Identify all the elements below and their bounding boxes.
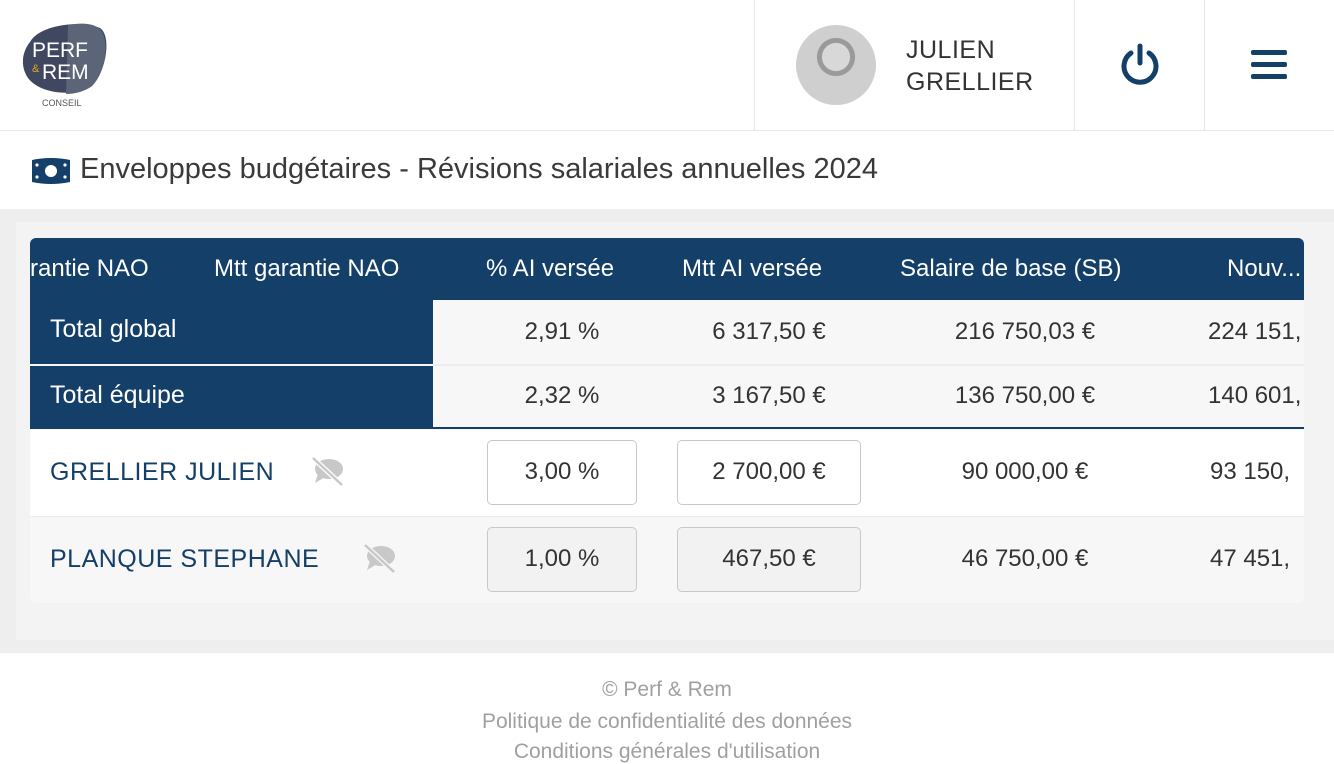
- title-bar: [0, 131, 1334, 209]
- total-sb: 136 750,00 €: [954, 382, 1096, 409]
- top-bar: [0, 0, 1334, 131]
- user-first-name: JULIEN: [906, 36, 996, 64]
- col-mtt-garantie-nao[interactable]: Mtt garantie NAO: [214, 255, 400, 282]
- pct-ai-input[interactable]: 3,00 %: [487, 440, 637, 505]
- mtt-ai-input[interactable]: 2 700,00 €: [677, 440, 861, 505]
- comment-slash-icon[interactable]: [362, 543, 398, 577]
- footer-copyright: © Perf & Rem: [602, 678, 732, 701]
- svg-text:REM: REM: [42, 61, 89, 84]
- divider: [754, 0, 755, 131]
- total-mtt-ai: 6 317,50 €: [712, 318, 826, 345]
- avatar[interactable]: [796, 25, 876, 105]
- svg-text:CONSEIL: CONSEIL: [42, 98, 82, 108]
- total-pct-ai: 2,91 %: [524, 318, 600, 345]
- salaire-base: 90 000,00 €: [961, 458, 1089, 485]
- total-nouv: 140 601,: [1208, 382, 1302, 409]
- divider: [1204, 0, 1205, 131]
- nouveau-salaire: 93 150,: [1210, 458, 1291, 485]
- table-row: GRELLIER JULIEN 3,00 % 2 700,00 € 90 000…: [30, 430, 1304, 517]
- total-label: Total équipe: [30, 366, 433, 428]
- pct-ai-input[interactable]: 1,00 %: [487, 527, 637, 592]
- total-sb: 216 750,03 €: [954, 318, 1096, 345]
- col-nouv[interactable]: Nouv...: [1227, 255, 1302, 282]
- employee-name[interactable]: PLANQUE STEPHANE: [50, 545, 320, 573]
- table-header: rantie NAO Mtt garantie NAO % AI versée …: [30, 238, 1304, 300]
- nouveau-salaire: 47 451,: [1210, 545, 1291, 572]
- money-bill-icon: [30, 157, 72, 189]
- total-pct-ai: 2,32 %: [524, 382, 600, 409]
- divider: [1074, 0, 1075, 131]
- page-title: Enveloppes budgétaires - Révisions salar…: [80, 153, 878, 185]
- total-row: Total équipe 2,32 % 3 167,50 € 136 750,0…: [30, 366, 1304, 429]
- mtt-ai-input[interactable]: 467,50 €: [677, 527, 861, 592]
- user-last-name: GRELLIER: [906, 68, 1034, 96]
- total-mtt-ai: 3 167,50 €: [712, 382, 826, 409]
- employee-name[interactable]: GRELLIER JULIEN: [50, 458, 275, 486]
- divider: [433, 364, 1304, 366]
- col-mtt-ai[interactable]: Mtt AI versée: [682, 255, 823, 282]
- user-name[interactable]: JULIEN GRELLIER: [906, 34, 1034, 98]
- salaire-base: 46 750,00 €: [961, 545, 1089, 572]
- footer-privacy-link[interactable]: Politique de confidentialité des données: [481, 710, 853, 733]
- footer-terms-link[interactable]: Conditions générales d'utilisation: [513, 740, 821, 763]
- col-pct-ai[interactable]: % AI versée: [486, 255, 615, 282]
- total-label: Total global: [30, 300, 433, 364]
- svg-text:PERF: PERF: [32, 39, 88, 62]
- col-pct-garantie-nao[interactable]: rantie NAO: [30, 255, 149, 282]
- total-nouv: 224 151,: [1208, 318, 1302, 345]
- table-row: PLANQUE STEPHANE 1,00 % 467,50 € 46 750,…: [30, 518, 1304, 603]
- comment-slash-icon[interactable]: [310, 456, 346, 490]
- hamburger-menu-icon[interactable]: [1251, 48, 1287, 86]
- perf-rem-logo[interactable]: PERF & REM CONSEIL: [22, 22, 108, 112]
- budget-table: rantie NAO Mtt garantie NAO % AI versée …: [30, 238, 1304, 603]
- svg-text:&: &: [32, 63, 40, 75]
- total-row: Total global 2,91 % 6 317,50 € 216 750,0…: [30, 300, 1304, 364]
- power-icon[interactable]: [1118, 43, 1162, 91]
- col-salaire-base[interactable]: Salaire de base (SB): [900, 255, 1122, 282]
